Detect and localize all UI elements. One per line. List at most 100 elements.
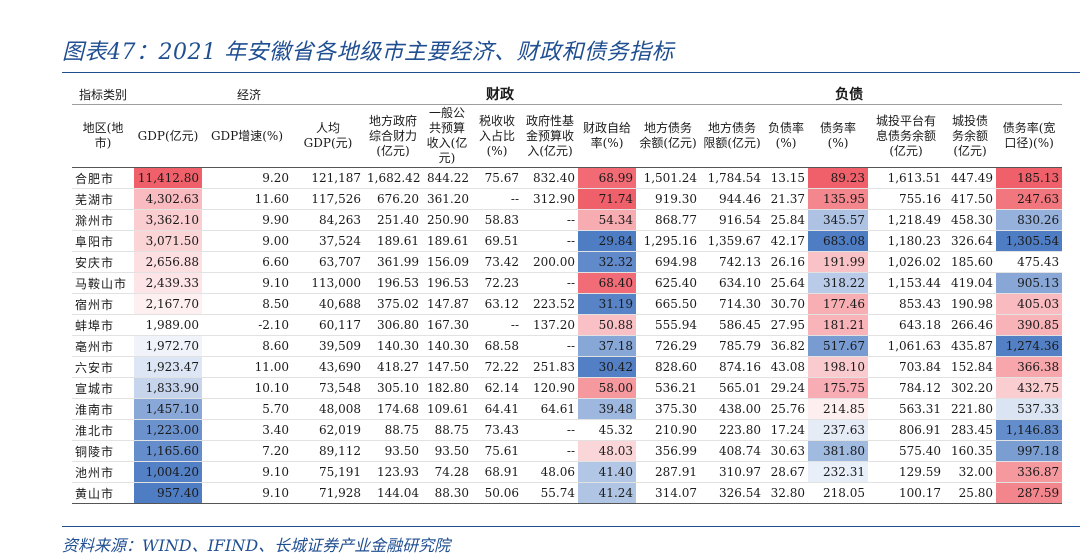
- value-cell: 48.03: [578, 440, 637, 462]
- value-cell: 84,263: [292, 209, 365, 231]
- table-row: 滁州市 3,362.10 9.90 84,263 251.40 250.90 58.83 --…: [72, 209, 1063, 231]
- value-cell: 419.04: [944, 272, 997, 294]
- value-cell: 326.54: [700, 482, 765, 504]
- table-body: 合肥市 11,412.80 9.20 121,187 1,682.42 844.22 75.…: [72, 167, 1063, 504]
- value-cell: 563.31: [868, 398, 945, 420]
- value-cell: 185.60: [944, 251, 997, 273]
- city-name-cell: 合肥市: [72, 167, 134, 189]
- value-cell: 1,061.63: [868, 335, 945, 357]
- value-cell: 247.63: [996, 188, 1063, 210]
- value-cell: 575.40: [868, 440, 945, 462]
- table-row: 淮北市 1,223.00 3.40 62,019 88.75 88.75 73.43 -- 45…: [72, 419, 1063, 441]
- value-cell: 50.88: [578, 314, 637, 336]
- table-row: 铜陵市 1,165.60 7.20 89,112 93.50 93.50 75.61 -- 48…: [72, 440, 1063, 462]
- value-cell: 43,690: [292, 356, 365, 378]
- value-cell: 147.87: [422, 293, 473, 315]
- value-cell: 11.00: [202, 356, 292, 378]
- value-cell: 586.45: [700, 314, 765, 336]
- value-cell: 345.57: [808, 209, 869, 231]
- value-cell: 196.53: [364, 272, 423, 294]
- value-cell: 214.85: [808, 398, 869, 420]
- value-cell: 218.05: [808, 482, 869, 504]
- value-cell: 1,613.51: [868, 167, 945, 189]
- city-name-cell: 蚌埠市: [72, 314, 134, 336]
- value-cell: 17.24: [764, 419, 809, 441]
- value-cell: 175.75: [808, 377, 869, 399]
- value-cell: 3,362.10: [134, 209, 202, 231]
- value-cell: 69.51: [472, 230, 523, 252]
- value-cell: 182.80: [422, 377, 473, 399]
- value-cell: 140.30: [364, 335, 423, 357]
- city-name-cell: 芜湖市: [72, 188, 134, 210]
- value-cell: 68.99: [578, 167, 637, 189]
- value-cell: 2,656.88: [134, 251, 202, 273]
- value-cell: 88.75: [422, 419, 473, 441]
- value-cell: 694.98: [636, 251, 701, 273]
- group-debt: 负债: [636, 84, 1063, 105]
- value-cell: 36.82: [764, 335, 809, 357]
- value-cell: 1,274.36: [996, 335, 1063, 357]
- value-cell: 58.00: [578, 377, 637, 399]
- value-cell: 1,457.10: [134, 398, 202, 420]
- value-cell: 100.17: [868, 482, 945, 504]
- value-cell: 48.06: [522, 461, 579, 483]
- city-name-cell: 安庆市: [72, 251, 134, 273]
- value-cell: 75.67: [472, 167, 523, 189]
- value-cell: 37.18: [578, 335, 637, 357]
- value-cell: 13.15: [764, 167, 809, 189]
- value-cell: 9.10: [202, 461, 292, 483]
- value-cell: 71,928: [292, 482, 365, 504]
- value-cell: 27.95: [764, 314, 809, 336]
- value-cell: 432.75: [996, 377, 1063, 399]
- value-cell: 625.40: [636, 272, 701, 294]
- group-indicator: 指标类别: [72, 84, 134, 105]
- value-cell: 381.80: [808, 440, 869, 462]
- value-cell: 140.30: [422, 335, 473, 357]
- source-note: 资料来源：WIND、IFIND、长城证券产业金融研究院: [62, 536, 451, 555]
- value-cell: 266.46: [944, 314, 997, 336]
- value-cell: --: [522, 230, 579, 252]
- value-cell: 251.83: [522, 356, 579, 378]
- value-cell: 11.60: [202, 188, 292, 210]
- value-cell: 210.90: [636, 419, 701, 441]
- column-header-row: 地区(地市) GDP(亿元) GDP增速(%) 人均GDP(元) 地方政府综合财力(亿元…: [72, 104, 1063, 168]
- value-cell: 25.80: [944, 482, 997, 504]
- value-cell: 75,191: [292, 461, 365, 483]
- value-cell: 458.30: [944, 209, 997, 231]
- table-row: 亳州市 1,972.70 8.60 39,509 140.30 140.30 68.58 --…: [72, 335, 1063, 357]
- value-cell: 147.50: [422, 356, 473, 378]
- value-cell: 1,682.42: [364, 167, 423, 189]
- value-cell: 135.95: [808, 188, 869, 210]
- value-cell: 152.84: [944, 356, 997, 378]
- value-cell: 356.99: [636, 440, 701, 462]
- value-cell: 31.19: [578, 293, 637, 315]
- value-cell: 88.30: [422, 482, 473, 504]
- city-name-cell: 铜陵市: [72, 440, 134, 462]
- value-cell: 361.99: [364, 251, 423, 273]
- value-cell: 1,923.47: [134, 356, 202, 378]
- value-cell: 160.35: [944, 440, 997, 462]
- column-header: 税收收入占比(%): [472, 104, 523, 168]
- value-cell: 874.16: [700, 356, 765, 378]
- value-cell: 10.10: [202, 377, 292, 399]
- value-cell: 828.60: [636, 356, 701, 378]
- value-cell: 9.20: [202, 167, 292, 189]
- value-cell: --: [472, 188, 523, 210]
- value-cell: 189.61: [422, 230, 473, 252]
- value-cell: 189.61: [364, 230, 423, 252]
- table-row: 蚌埠市 1,989.00 -2.10 60,117 306.80 167.30 -- 137.…: [72, 314, 1063, 336]
- value-cell: 868.77: [636, 209, 701, 231]
- value-cell: 62,019: [292, 419, 365, 441]
- value-cell: 25.76: [764, 398, 809, 420]
- value-cell: 64.41: [472, 398, 523, 420]
- value-cell: 536.21: [636, 377, 701, 399]
- value-cell: 137.20: [522, 314, 579, 336]
- value-cell: 438.00: [700, 398, 765, 420]
- figure-title: 图表47：2021 年安徽省各地级市主要经济、财政和债务指标: [62, 40, 674, 65]
- value-cell: 1,359.67: [700, 230, 765, 252]
- value-cell: 1,784.54: [700, 167, 765, 189]
- value-cell: 71.74: [578, 188, 637, 210]
- value-cell: 643.18: [868, 314, 945, 336]
- value-cell: 37,524: [292, 230, 365, 252]
- value-cell: --: [522, 419, 579, 441]
